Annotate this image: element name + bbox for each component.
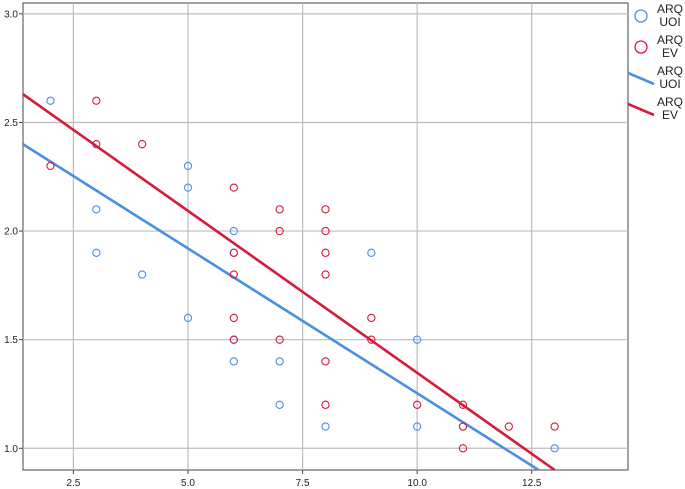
plot-area: [22, 2, 629, 471]
point-arq-ev: [229, 313, 238, 323]
point-arq-uoi: [275, 357, 284, 366]
point-arq-uoi: [46, 96, 55, 105]
x-axis-ticks: 2.5 5.0 7.5 10.0 12.5: [66, 470, 542, 489]
x-tick-label: 10.0: [407, 478, 427, 489]
point-arq-uoi: [183, 161, 193, 171]
y-tick-label: 3.0: [4, 9, 18, 20]
legend-line-marker: [627, 102, 655, 117]
point-arq-uoi: [275, 400, 284, 409]
point-arq-ev: [46, 161, 55, 171]
point-arq-ev: [458, 422, 468, 431]
point-arq-ev: [321, 248, 330, 257]
point-arq-ev: [458, 400, 468, 409]
legend-label: ARQ: [657, 64, 683, 78]
legend-line-marker: [627, 71, 655, 86]
point-arq-ev: [321, 226, 330, 236]
point-arq-ev: [550, 422, 559, 431]
point-arq-uoi: [92, 248, 101, 257]
point-arq-ev: [321, 205, 330, 214]
x-tick-label: 7.5: [296, 478, 310, 489]
y-tick-label: 2.5: [4, 118, 18, 129]
point-arq-ev: [138, 140, 147, 149]
data-points: [46, 96, 559, 453]
point-arq-uoi: [92, 205, 101, 214]
y-tick-label: 2.0: [4, 227, 18, 238]
legend-label: EV: [662, 46, 678, 60]
point-arq-ev: [458, 444, 468, 453]
point-arq-ev: [229, 335, 238, 344]
point-arq-ev: [367, 335, 376, 344]
point-arq-ev: [321, 400, 330, 409]
y-tick-label: 1.5: [4, 335, 18, 346]
legend-label: UOI: [659, 77, 680, 91]
point-arq-ev: [367, 313, 376, 323]
legend-label: ARQ: [657, 95, 683, 109]
point-arq-ev: [92, 96, 101, 105]
point-arq-uoi: [183, 183, 193, 192]
x-tick-label: 5.0: [181, 478, 195, 489]
y-axis-ticks: 1.0 1.5 2.0 2.5 3.0: [4, 9, 23, 455]
point-arq-ev: [229, 248, 238, 257]
point-arq-uoi: [550, 444, 559, 453]
point-arq-uoi: [367, 248, 376, 257]
legend-label: ARQ: [657, 2, 683, 16]
point-arq-ev: [275, 205, 284, 214]
y-tick-label: 1.0: [4, 444, 18, 455]
fit-line-arq-uoi: [23, 143, 540, 470]
point-arq-ev: [92, 140, 101, 149]
legend-label: EV: [662, 108, 678, 122]
point-arq-uoi: [413, 335, 422, 344]
legend-label: ARQ: [657, 33, 683, 47]
point-arq-ev: [504, 422, 513, 431]
point-arq-uoi: [138, 270, 147, 279]
x-tick-label: 2.5: [66, 478, 80, 489]
point-arq-ev: [229, 183, 238, 192]
point-arq-ev: [275, 226, 284, 236]
legend-marker: [634, 9, 648, 23]
point-arq-ev: [413, 400, 422, 409]
grid-lines: [23, 3, 628, 470]
point-arq-uoi: [229, 226, 238, 236]
point-arq-ev: [229, 270, 238, 279]
legend-marker: [634, 40, 648, 54]
point-arq-uoi: [321, 422, 330, 431]
legend-label: UOI: [659, 15, 680, 29]
point-arq-uoi: [183, 313, 193, 323]
point-arq-ev: [321, 270, 330, 279]
point-arq-ev: [321, 357, 330, 366]
x-tick-label: 12.5: [522, 478, 542, 489]
point-arq-uoi: [229, 357, 238, 366]
point-arq-uoi: [413, 422, 422, 431]
point-arq-ev: [275, 335, 284, 344]
